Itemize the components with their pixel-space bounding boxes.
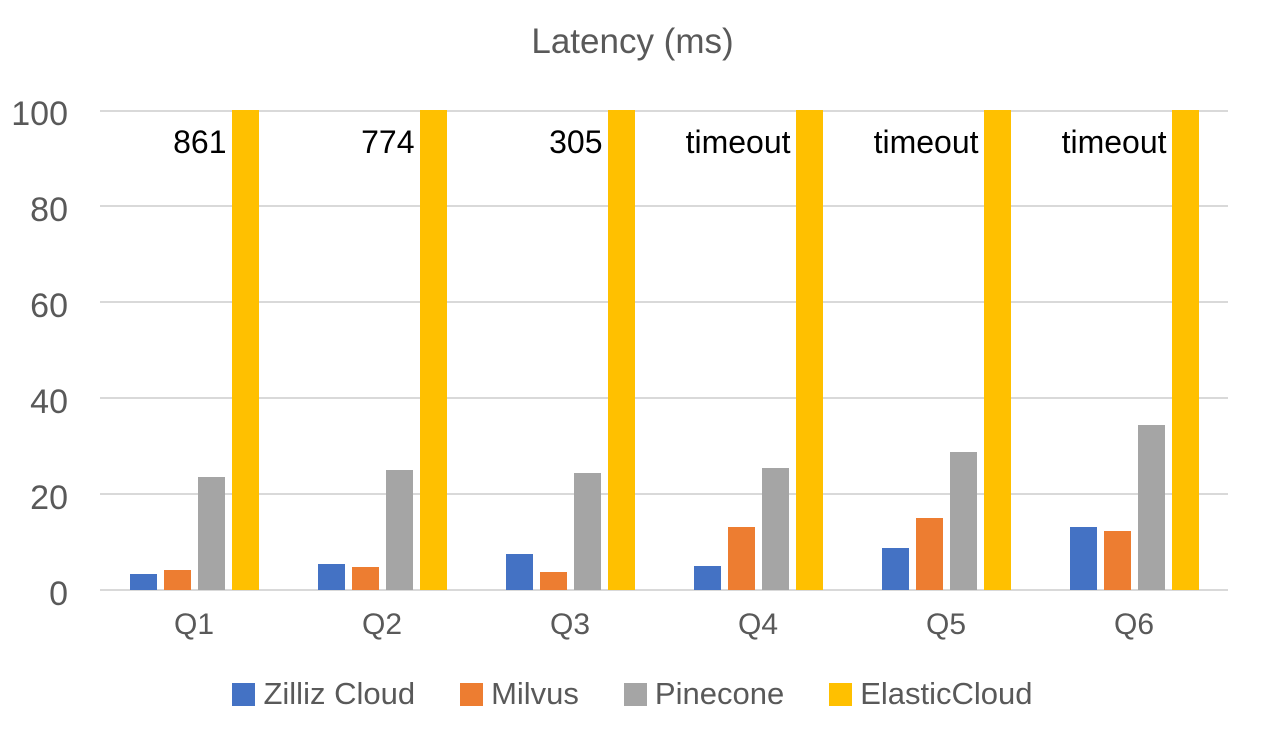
- bar-pinecone-q6: [1137, 425, 1165, 590]
- bar-elasticcloud-q6: [1171, 110, 1199, 590]
- y-axis-label-0: 0: [49, 575, 68, 613]
- x-axis-label-q2: Q2: [361, 608, 403, 641]
- legend-label-zilliz-cloud: Zilliz Cloud: [263, 676, 416, 711]
- bar-group-q6: timeout Q6: [1040, 110, 1228, 640]
- bar-group-q2: 774 Q2: [288, 110, 476, 640]
- gridline-100: [100, 110, 1228, 112]
- bar-value-label-q1: 861: [173, 124, 227, 160]
- bar-zilliz-cloud-q4: [693, 565, 721, 590]
- y-axis-label-60: 60: [30, 287, 68, 325]
- bar-elasticcloud-q3: [607, 110, 635, 590]
- legend-item-zilliz-cloud: Zilliz Cloud: [232, 676, 415, 712]
- y-axis-label-80: 80: [30, 191, 68, 229]
- bar-milvus-q6: [1103, 531, 1131, 590]
- x-axis-label-q3: Q3: [549, 608, 591, 641]
- bar-elasticcloud-q4: [795, 110, 823, 590]
- x-axis-label-q5: Q5: [925, 608, 967, 641]
- bar-value-label-q2: 774: [361, 124, 415, 160]
- bar-pinecone-q4: [761, 467, 789, 590]
- legend-swatch-elasticcloud: [829, 682, 853, 706]
- bar-group-q4: timeout Q4: [664, 110, 852, 640]
- bar-value-label-q6: timeout: [1061, 124, 1167, 160]
- bar-value-label-q4: timeout: [685, 124, 791, 160]
- legend-label-pinecone: Pinecone: [654, 676, 785, 711]
- legend-item-elasticcloud: ElasticCloud: [829, 676, 1033, 712]
- gridline-60: [100, 301, 1228, 303]
- legend-item-milvus: Milvus: [460, 676, 579, 712]
- plot-area: 0 20 40 60 80 100 861 Q1 774 Q2 305 Q3 timeout Q4 time…: [11, 97, 1228, 640]
- bar-zilliz-cloud-q5: [881, 548, 909, 590]
- bar-pinecone-q5: [949, 451, 977, 590]
- legend-item-pinecone: Pinecone: [623, 676, 785, 712]
- x-axis-label-q1: Q1: [173, 608, 215, 641]
- gridline-80: [100, 205, 1228, 207]
- bar-zilliz-cloud-q2: [317, 564, 345, 590]
- chart-title: Latency (ms): [531, 22, 734, 61]
- bar-group-q5: timeout Q5: [852, 110, 1040, 640]
- legend-swatch-milvus: [460, 682, 484, 706]
- bar-value-label-q5: timeout: [873, 124, 979, 160]
- bar-elasticcloud-q1: [231, 110, 259, 590]
- bar-pinecone-q2: [385, 470, 413, 590]
- bar-group-q1: 861 Q1: [100, 110, 288, 640]
- bar-group-q3: 305 Q3: [476, 110, 664, 640]
- bar-zilliz-cloud-q1: [129, 574, 157, 590]
- bar-pinecone-q1: [197, 477, 225, 590]
- bar-milvus-q1: [163, 570, 191, 590]
- gridline-0: [100, 589, 1228, 591]
- x-axis-label-q6: Q6: [1113, 608, 1155, 641]
- legend-label-elasticcloud: ElasticCloud: [860, 676, 1033, 711]
- bar-milvus-q5: [915, 517, 943, 590]
- legend-label-milvus: Milvus: [491, 676, 579, 711]
- legend-swatch-zilliz-cloud: [232, 682, 256, 706]
- bar-value-label-q3: 305: [549, 124, 603, 160]
- y-axis-label-100: 100: [11, 95, 68, 133]
- bar-pinecone-q3: [573, 473, 601, 590]
- bar-milvus-q2: [351, 567, 379, 590]
- gridline-20: [100, 493, 1228, 495]
- y-axis-label-40: 40: [30, 383, 68, 421]
- bar-zilliz-cloud-q3: [505, 553, 533, 590]
- legend: Zilliz Cloud Milvus Pinecone ElasticCloud: [0, 676, 1265, 712]
- bar-elasticcloud-q2: [419, 110, 447, 590]
- legend-swatch-pinecone: [623, 682, 647, 706]
- y-axis-label-20: 20: [30, 479, 68, 517]
- x-axis-label-q4: Q4: [737, 608, 779, 641]
- bar-milvus-q4: [727, 526, 755, 590]
- bar-elasticcloud-q5: [983, 110, 1011, 590]
- gridline-40: [100, 397, 1228, 399]
- bar-milvus-q3: [539, 571, 567, 590]
- bar-zilliz-cloud-q6: [1069, 526, 1097, 590]
